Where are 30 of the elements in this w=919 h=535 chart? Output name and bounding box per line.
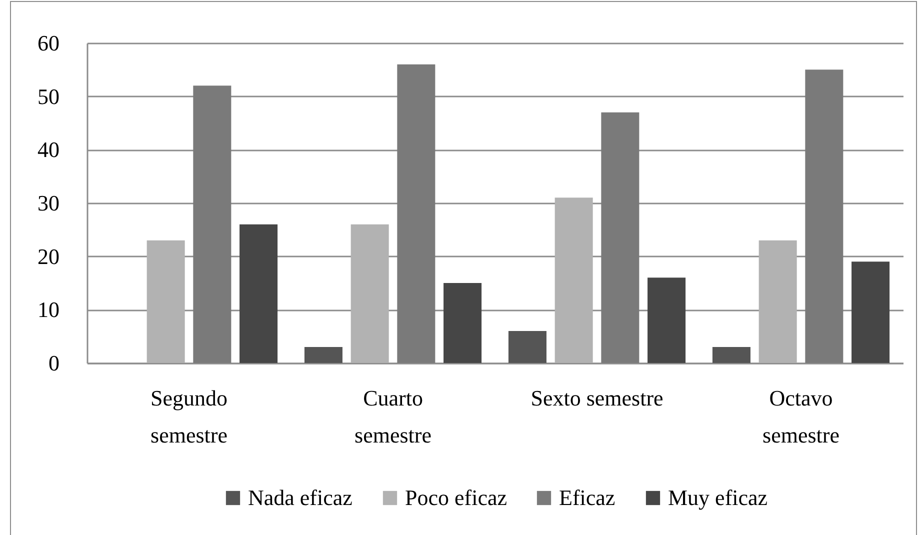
bar xyxy=(304,347,342,363)
bar xyxy=(852,262,890,363)
y-tick-label: 20 xyxy=(38,244,60,269)
bar xyxy=(193,86,232,363)
bar xyxy=(240,224,278,363)
legend-label: Nada eficaz xyxy=(248,485,353,510)
bar xyxy=(601,112,640,363)
bar xyxy=(758,240,797,363)
bar xyxy=(350,224,389,363)
x-tick-label: Segundo semestre xyxy=(150,386,228,448)
bar xyxy=(146,240,185,363)
legend-label: Poco eficaz xyxy=(405,485,508,510)
legend-label: Eficaz xyxy=(559,485,616,510)
bar xyxy=(648,278,686,363)
x-tick-label: Cuarto semestre xyxy=(354,386,432,448)
x-tick-label: Sexto semestre xyxy=(530,386,664,410)
y-tick-label: 30 xyxy=(38,190,60,216)
bar xyxy=(444,283,482,363)
bar xyxy=(712,347,750,363)
y-tick-label: 50 xyxy=(38,84,60,109)
bar xyxy=(554,198,593,363)
bar xyxy=(805,70,844,363)
bar xyxy=(397,64,436,363)
y-tick-label: 60 xyxy=(38,30,60,56)
legend-label: Muy eficaz xyxy=(668,485,768,510)
y-tick-label: 0 xyxy=(48,350,60,376)
y-tick-label: 40 xyxy=(38,137,60,162)
x-tick-label: Octavo semestre xyxy=(762,386,840,448)
y-tick-label: 10 xyxy=(38,297,60,322)
bar xyxy=(508,331,546,363)
